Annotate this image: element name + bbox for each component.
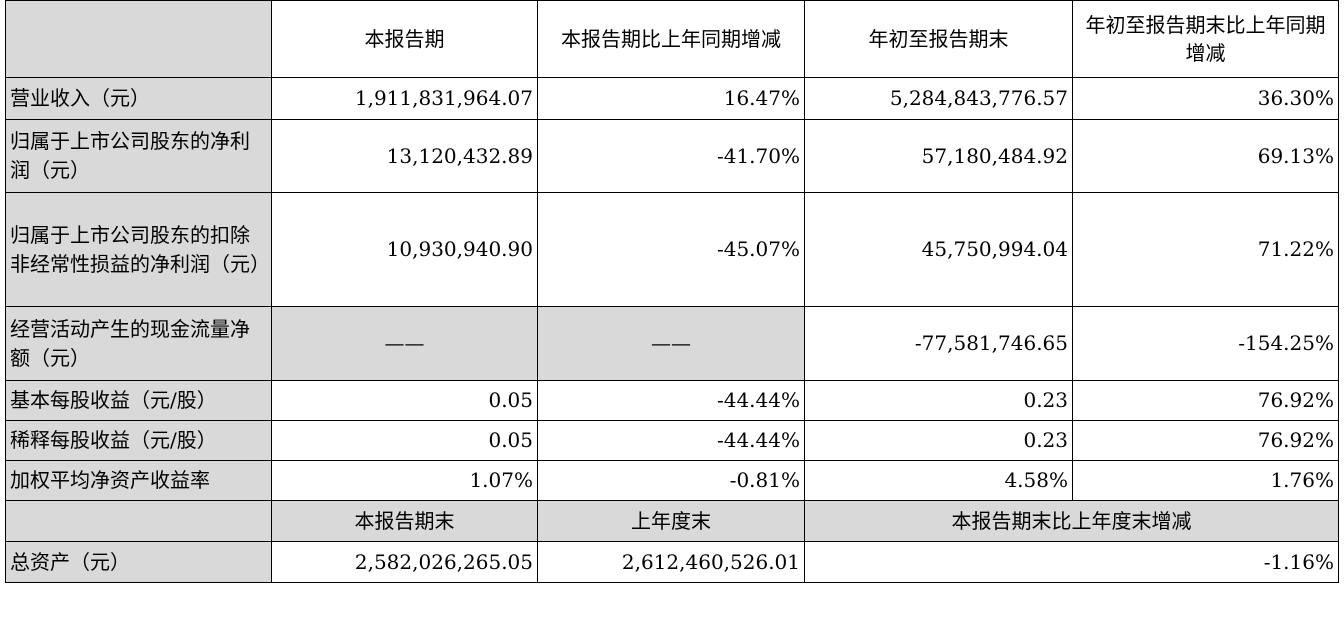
header2-corner-cell — [5, 500, 272, 542]
row-label: 营业收入（元） — [5, 77, 272, 120]
cell-value: 4.58% — [804, 460, 1073, 501]
header-ytd-yoy: 年初至报告期末比上年同期增减 — [1072, 0, 1339, 78]
header-current-period: 本报告期 — [271, 0, 538, 78]
header-corner-cell — [5, 0, 272, 78]
cell-value: 10,930,940.90 — [271, 192, 538, 307]
cell-value: -1.16% — [804, 541, 1339, 583]
row-label: 归属于上市公司股东的净利润（元） — [5, 119, 272, 193]
cell-value: -44.44% — [537, 420, 805, 461]
cell-value: 0.23 — [804, 380, 1073, 421]
cell-value: 5,284,843,776.57 — [804, 77, 1073, 120]
header-row: 本报告期 本报告期比上年同期增减 年初至报告期末 年初至报告期末比上年同期增减 — [5, 0, 1339, 78]
cell-value: -77,581,746.65 — [804, 306, 1073, 381]
row-label: 加权平均净资产收益率 — [5, 460, 272, 501]
header2-change: 本报告期末比上年度末增减 — [804, 500, 1339, 542]
cell-value: 16.47% — [537, 77, 805, 120]
cell-value: 57,180,484.92 — [804, 119, 1073, 193]
cell-value: 71.22% — [1072, 192, 1339, 307]
cell-value: 0.05 — [271, 420, 538, 461]
table-row: 稀释每股收益（元/股） 0.05 -44.44% 0.23 76.92% — [5, 420, 1339, 461]
cell-value: 45,750,994.04 — [804, 192, 1073, 307]
cell-value: 1,911,831,964.07 — [271, 77, 538, 120]
cell-dash: —— — [271, 306, 538, 381]
header2-period-end: 本报告期末 — [271, 500, 538, 542]
cell-value: 1.76% — [1072, 460, 1339, 501]
dash-value: —— — [384, 331, 425, 355]
table-row: 归属于上市公司股东的净利润（元） 13,120,432.89 -41.70% 5… — [5, 119, 1339, 193]
row-label: 稀释每股收益（元/股） — [5, 420, 272, 461]
cell-value: 0.05 — [271, 380, 538, 421]
table-row: 加权平均净资产收益率 1.07% -0.81% 4.58% 1.76% — [5, 460, 1339, 501]
cell-dash: —— — [537, 306, 805, 381]
row-label: 归属于上市公司股东的扣除非经常性损益的净利润（元） — [5, 192, 272, 307]
row-label: 总资产（元） — [5, 541, 272, 583]
cell-value: -0.81% — [537, 460, 805, 501]
header-current-period-yoy: 本报告期比上年同期增减 — [537, 0, 805, 78]
financial-summary-table: 本报告期 本报告期比上年同期增减 年初至报告期末 年初至报告期末比上年同期增减 … — [5, 0, 1339, 583]
row-label: 经营活动产生的现金流量净额（元） — [5, 306, 272, 381]
table-row: 营业收入（元） 1,911,831,964.07 16.47% 5,284,84… — [5, 77, 1339, 120]
cell-value: -41.70% — [537, 119, 805, 193]
cell-value: 1.07% — [271, 460, 538, 501]
cell-value: 76.92% — [1072, 420, 1339, 461]
cell-value: -44.44% — [537, 380, 805, 421]
cell-value: 2,582,026,265.05 — [271, 541, 538, 583]
cell-value: 76.92% — [1072, 380, 1339, 421]
cell-value: 13,120,432.89 — [271, 119, 538, 193]
table-row: 归属于上市公司股东的扣除非经常性损益的净利润（元） 10,930,940.90 … — [5, 192, 1339, 307]
cell-value: 36.30% — [1072, 77, 1339, 120]
table-row: 经营活动产生的现金流量净额（元） —— —— -77,581,746.65 -1… — [5, 306, 1339, 381]
header-ytd: 年初至报告期末 — [804, 0, 1073, 78]
cell-value: 0.23 — [804, 420, 1073, 461]
cell-value: 69.13% — [1072, 119, 1339, 193]
header-row-2: 本报告期末 上年度末 本报告期末比上年度末增减 — [5, 500, 1339, 542]
cell-value: 2,612,460,526.01 — [537, 541, 805, 583]
table-row: 总资产（元） 2,582,026,265.05 2,612,460,526.01… — [5, 541, 1339, 583]
cell-value: -45.07% — [537, 192, 805, 307]
table-row: 基本每股收益（元/股） 0.05 -44.44% 0.23 76.92% — [5, 380, 1339, 421]
header2-prior-year-end: 上年度末 — [537, 500, 805, 542]
row-label: 基本每股收益（元/股） — [5, 380, 272, 421]
cell-value: -154.25% — [1072, 306, 1339, 381]
dash-value: —— — [651, 331, 691, 355]
